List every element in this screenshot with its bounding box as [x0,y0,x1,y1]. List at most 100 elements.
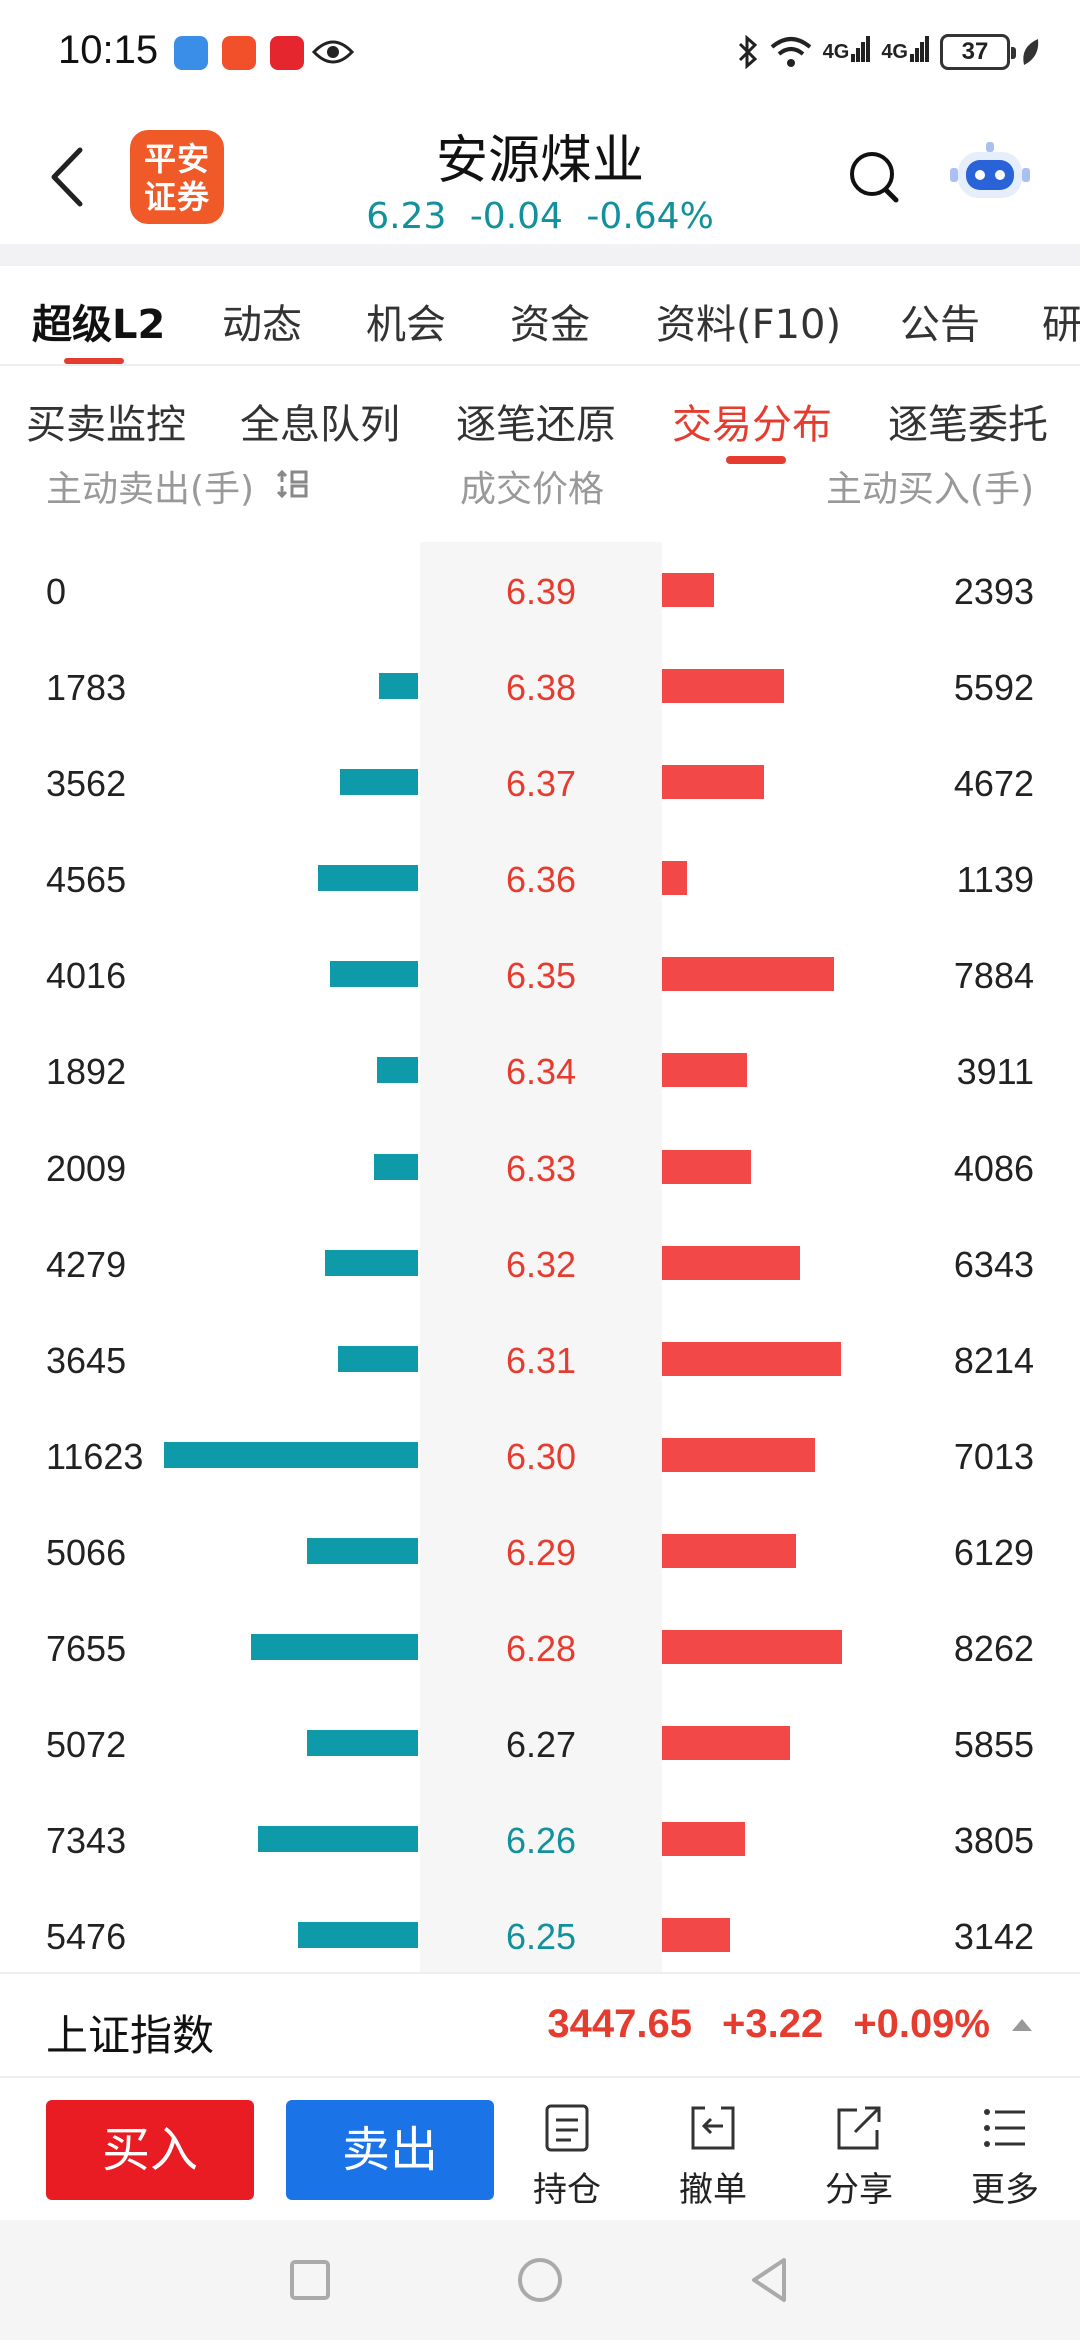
trade-price: 6.30 [505,1435,577,1477]
stock-name: 安源煤业 [435,131,644,191]
signal-4g-1: 4G [823,35,872,64]
search-icon[interactable] [846,148,904,206]
trade-price: 6.34 [505,1051,577,1093]
robot-assistant-icon[interactable] [950,140,1030,204]
sell-volume-bar [330,961,418,988]
sell-volume-bar [307,1537,418,1564]
header-active-buy: 主动买入(手) [825,469,1034,510]
distribution-rows: 0 6.39 2393 1783 6.38 5592 3562 6.37 4672 4565 6.3… [0,545,1080,1986]
tab-opportunities[interactable]: 机会 [366,302,446,348]
table-row: 5476 6.25 3142 [0,1890,1080,1986]
buy-volume: 7884 [953,955,1034,997]
swap-sort-icon[interactable] [276,466,312,502]
tab-news[interactable]: 动态 [222,302,302,348]
tab-f10[interactable]: 资料(F10) [656,302,842,348]
pingan-securities-logo[interactable]: 平安 证券 [130,130,224,224]
buy-volume-bar [662,1918,731,1953]
recent-apps-icon[interactable] [284,2254,336,2306]
status-time: 10:15 [58,28,159,72]
sell-button[interactable]: 卖出 [286,2100,494,2200]
leaf-icon [1023,39,1039,65]
index-change-pct: +0.09% [853,2002,990,2046]
taobao-app-icon [222,36,256,70]
trade-price: 6.32 [505,1243,577,1285]
buy-volume: 3805 [953,1820,1034,1862]
more-label: 更多 [971,2170,1039,2210]
table-row: 11623 6.30 7013 [0,1410,1080,1506]
table-row: 5072 6.27 5855 [0,1698,1080,1794]
buy-volume-bar [662,765,764,800]
index-change: +3.22 [722,2002,824,2046]
tab-super-l2[interactable]: 超级L2 [32,302,166,348]
buy-volume-bar [662,1533,796,1568]
cancel-order-label: 撤单 [679,2170,747,2210]
buy-volume-bar [662,861,687,896]
sell-volume: 7343 [46,1820,127,1862]
tab-funds[interactable]: 资金 [510,302,590,348]
share-label: 分享 [825,2170,893,2210]
buy-volume-bar [662,573,715,607]
positions-label: 持仓 [533,2170,601,2210]
signal-bars-icon [851,35,871,62]
sell-volume: 3562 [46,763,127,805]
home-icon[interactable] [514,2254,566,2306]
buy-volume: 4672 [953,763,1034,805]
buy-volume-bar [662,1822,745,1857]
sell-volume: 5072 [46,1724,127,1766]
buy-volume: 5592 [953,667,1034,709]
sell-volume-bar [307,1730,418,1757]
buy-volume: 7013 [953,1435,1034,1477]
buy-volume: 1139 [956,859,1034,901]
stock-quote: 6.23 -0.04 -0.64% [340,196,740,237]
buy-volume: 6343 [953,1243,1034,1285]
trade-price: 6.35 [505,955,577,997]
tab-tick-orders[interactable]: 逐笔委托 [888,402,1048,448]
logo-line-1: 平安 [143,140,210,178]
cancel-order-button[interactable]: 撤单 [658,2102,768,2211]
sell-volume-bar [250,1634,418,1661]
sell-volume-bar [338,1345,418,1372]
logo-line-2: 证券 [143,178,210,216]
table-row: 3562 6.37 4672 [0,737,1080,833]
table-row: 4016 6.35 7884 [0,929,1080,1025]
sell-volume-bar [298,1922,418,1949]
tab-announcements[interactable]: 公告 [900,302,980,348]
tab-full-queue[interactable]: 全息队列 [240,402,400,448]
buy-volume: 8262 [953,1628,1034,1670]
sell-volume: 7655 [46,1628,127,1670]
battery-indicator: 37 [940,34,1016,70]
positions-icon [545,2104,589,2152]
share-button[interactable]: 分享 [804,2102,914,2211]
signal-bars-icon [910,35,929,62]
table-row: 1892 6.34 3911 [0,1025,1080,1121]
signal-4g-2: 4G [881,35,930,64]
sell-volume: 1892 [46,1051,127,1093]
system-nav-bar [0,2220,1080,2340]
buy-button[interactable]: 买入 [46,2100,254,2200]
buy-volume: 2393 [953,571,1034,612]
back-nav-icon[interactable] [744,2254,796,2306]
stock-change: -0.04 [469,196,563,237]
expand-caret-icon[interactable] [1012,2018,1032,2031]
tab-trade-monitor[interactable]: 买卖监控 [26,402,186,448]
sell-volume: 5066 [46,1531,127,1573]
red-app-icon [270,36,304,70]
sell-volume: 5476 [46,1916,127,1958]
price-column-background [420,542,662,1972]
buy-volume: 6129 [953,1531,1034,1573]
sell-volume-bar [257,1826,418,1853]
trade-price: 6.27 [505,1724,577,1766]
eye-icon [312,40,354,64]
trade-price: 6.28 [505,1628,577,1670]
distribution-table-header: 主动卖出(手) 成交价格 主动买入(手) [0,460,1080,510]
index-ticker-bar[interactable]: 上证指数 3447.65 +3.22 +0.09% [0,1972,1080,2078]
section-divider [0,244,1080,266]
tab-research[interactable]: 研 [1042,302,1080,348]
tab-tick-restore[interactable]: 逐笔还原 [456,402,616,448]
positions-button[interactable]: 持仓 [512,2102,622,2211]
stock-change-pct: -0.64% [586,196,714,237]
back-arrow-icon[interactable] [40,142,96,212]
buy-volume-bar [662,1726,790,1761]
tab-trade-distribution[interactable]: 交易分布 [672,402,832,448]
more-button[interactable]: 更多 [950,2102,1060,2211]
